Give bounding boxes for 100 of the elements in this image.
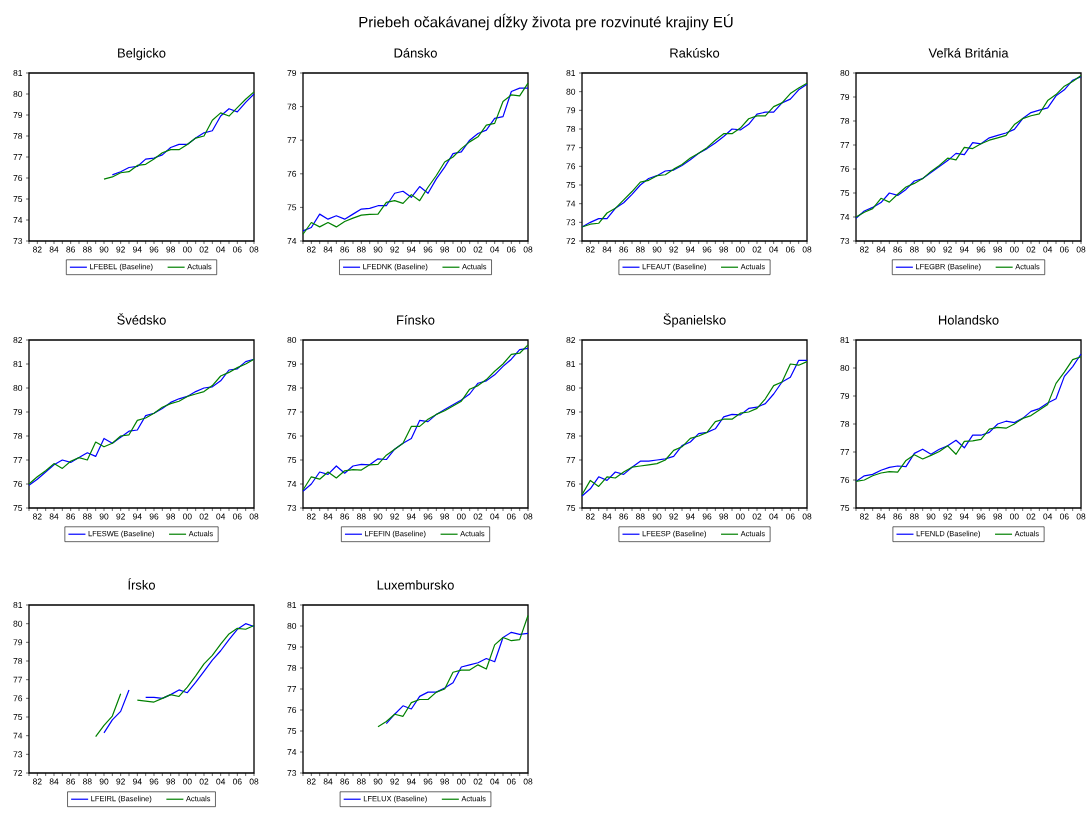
x-tick-label: 00 <box>735 513 745 520</box>
y-tick-label: 80 <box>840 70 850 76</box>
x-tick-label: 86 <box>340 513 350 520</box>
x-tick-label: 96 <box>149 778 159 785</box>
x-tick-label: 08 <box>249 778 259 785</box>
x-tick-label: 02 <box>752 513 762 520</box>
y-tick-label: 76 <box>287 433 297 439</box>
x-tick-label: 06 <box>506 513 516 520</box>
y-tick-label: 73 <box>287 770 297 776</box>
x-tick-label: 94 <box>133 246 142 253</box>
x-tick-label: 84 <box>49 778 59 785</box>
y-tick-label: 76 <box>566 481 576 487</box>
x-tick-label: 84 <box>602 513 612 520</box>
y-tick-label: 79 <box>13 409 23 415</box>
x-tick-label: 02 <box>199 513 209 520</box>
x-tick-label: 06 <box>506 778 516 785</box>
y-tick-label: 80 <box>13 620 23 627</box>
x-tick-label: 84 <box>49 513 59 520</box>
y-tick-label: 75 <box>13 714 23 720</box>
x-tick-label: 04 <box>769 246 779 253</box>
x-tick-label: 84 <box>323 513 333 520</box>
x-tick-label: 98 <box>440 513 450 520</box>
y-tick-label: 72 <box>566 238 576 244</box>
y-tick-label: 75 <box>840 190 850 196</box>
x-tick-label: 04 <box>490 246 500 253</box>
x-tick-label: 92 <box>669 513 678 520</box>
y-tick-label: 75 <box>287 728 297 734</box>
x-tick-label: 92 <box>669 246 678 253</box>
chart-title: Fínsko <box>397 314 435 325</box>
y-tick-label: 73 <box>287 505 297 511</box>
x-tick-label: 06 <box>1059 246 1069 253</box>
x-tick-label: 90 <box>99 513 109 520</box>
x-tick-label: 86 <box>619 513 629 520</box>
y-tick-label: 77 <box>287 137 297 144</box>
y-tick-label: 81 <box>13 602 23 608</box>
y-tick-label: 78 <box>287 385 297 391</box>
x-tick-label: 94 <box>686 513 695 520</box>
y-tick-label: 75 <box>566 182 576 188</box>
x-tick-label: 04 <box>490 778 500 785</box>
x-tick-label: 08 <box>249 513 259 520</box>
x-tick-label: 88 <box>83 778 92 785</box>
x-tick-label: 94 <box>407 246 416 253</box>
y-tick-label: 76 <box>13 695 23 702</box>
x-tick-label: 82 <box>586 246 595 253</box>
y-tick-label: 77 <box>840 142 850 148</box>
y-tick-label: 78 <box>13 433 23 439</box>
x-tick-label: 82 <box>307 778 316 785</box>
y-tick-label: 73 <box>840 238 850 244</box>
chart-title: Rakúsko <box>670 47 720 58</box>
x-tick-label: 00 <box>1009 246 1019 253</box>
x-tick-label: 04 <box>1043 246 1053 253</box>
x-tick-label: 82 <box>586 513 595 520</box>
x-tick-label: 88 <box>357 246 366 253</box>
y-tick-label: 78 <box>287 103 297 110</box>
x-tick-label: 06 <box>506 246 516 253</box>
y-tick-label: 77 <box>287 409 297 415</box>
chart-title: Luxembursko <box>377 580 454 590</box>
x-tick-label: 86 <box>66 246 76 253</box>
x-tick-label: 86 <box>893 513 903 520</box>
x-tick-label: 02 <box>473 513 483 520</box>
x-tick-label: 84 <box>323 246 333 253</box>
y-tick-label: 75 <box>13 505 23 511</box>
x-tick-label: 02 <box>1026 246 1036 253</box>
x-tick-label: 08 <box>802 513 812 520</box>
x-tick-label: 88 <box>357 778 366 785</box>
y-tick-label: 81 <box>287 602 297 608</box>
x-tick-label: 88 <box>83 513 92 520</box>
chart-title: Veľká Británia <box>928 47 1009 58</box>
y-tick-label: 74 <box>13 217 23 223</box>
x-tick-label: 04 <box>1043 513 1053 520</box>
y-tick-label: 79 <box>13 639 23 646</box>
y-tick-label: 76 <box>566 163 576 170</box>
y-tick-label: 79 <box>840 393 850 399</box>
y-tick-label: 78 <box>566 126 576 132</box>
x-tick-label: 98 <box>993 513 1003 520</box>
chart-title: Holandsko <box>938 315 999 325</box>
x-tick-label: 06 <box>1059 513 1069 520</box>
y-tick-label: 76 <box>840 477 850 483</box>
x-tick-label: 90 <box>373 246 383 253</box>
x-tick-label: 04 <box>216 778 226 785</box>
x-tick-label: 92 <box>390 513 399 520</box>
x-tick-label: 98 <box>993 246 1003 253</box>
x-tick-label: 86 <box>619 246 629 253</box>
x-tick-label: 88 <box>910 246 919 253</box>
x-tick-label: 84 <box>876 246 886 253</box>
x-tick-label: 90 <box>99 778 109 785</box>
y-tick-label: 76 <box>13 481 23 487</box>
x-tick-label: 02 <box>199 246 209 253</box>
x-tick-label: 92 <box>943 246 952 253</box>
x-tick-label: 08 <box>802 246 812 253</box>
x-tick-label: 00 <box>182 778 192 785</box>
y-tick-label: 77 <box>13 457 23 463</box>
y-tick-label: 78 <box>566 433 576 439</box>
y-tick-label: 82 <box>566 337 576 343</box>
x-tick-label: 96 <box>149 513 159 520</box>
y-tick-label: 75 <box>13 196 23 202</box>
y-tick-label: 79 <box>566 107 576 114</box>
y-tick-label: 80 <box>13 91 23 97</box>
x-tick-label: 00 <box>1009 513 1019 520</box>
y-tick-label: 76 <box>287 170 297 177</box>
